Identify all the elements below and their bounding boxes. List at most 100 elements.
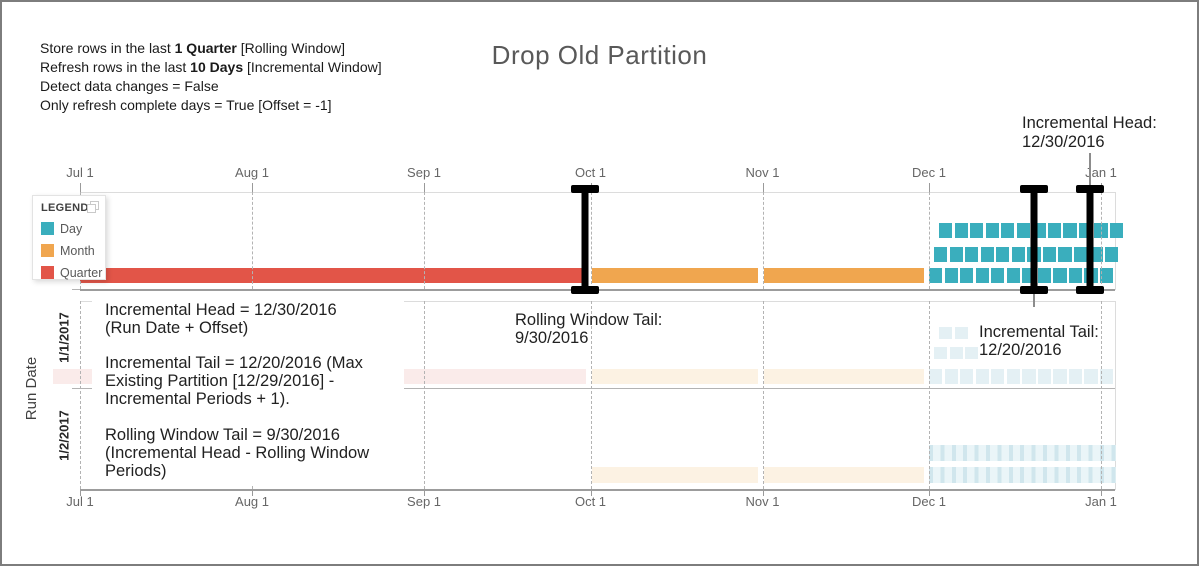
x-tickmark-bottom bbox=[252, 489, 254, 496]
config-line: Refresh rows in the last 10 Days [Increm… bbox=[40, 59, 382, 75]
faded-day-partition-cell bbox=[928, 369, 943, 384]
annotation-line: Incremental Tail: bbox=[979, 323, 1099, 341]
day-partition-cell bbox=[1001, 223, 1015, 238]
x-tick-label-top: Nov 1 bbox=[745, 165, 780, 180]
x-tick-label-top: Dec 1 bbox=[911, 165, 946, 180]
faded-month-bar bbox=[763, 369, 924, 384]
x-tickmark-bottom bbox=[80, 489, 81, 496]
rolling-window-tail-callout: Rolling Window Tail: 9/30/2016 bbox=[515, 311, 662, 347]
x-tickmark-top bbox=[928, 183, 930, 192]
x-tickmark-top bbox=[762, 183, 764, 192]
x-tickmark-top bbox=[424, 183, 426, 192]
x-tick-label-bottom: Jan 1 bbox=[1085, 494, 1117, 509]
quarter-partition-bar bbox=[80, 268, 586, 283]
incremental-head-label-line1: Incremental Head: bbox=[1022, 114, 1157, 132]
day-swatch bbox=[41, 222, 54, 235]
x-tick-label-bottom: Aug 1 bbox=[235, 494, 270, 509]
x-tick-label-bottom: Nov 1 bbox=[745, 494, 780, 509]
config-line: Store rows in the last 1 Quarter [Rollin… bbox=[40, 40, 346, 56]
annotation-line: Incremental Periods + 1). bbox=[105, 390, 290, 408]
legend-item-label: Quarter bbox=[60, 266, 103, 280]
legend: LEGEND Day Month Quarter bbox=[32, 195, 106, 280]
boundary-marker-incremental-head bbox=[1074, 185, 1106, 294]
day-partition-cell bbox=[938, 223, 953, 238]
faded-day-partition-cell bbox=[1053, 369, 1067, 384]
x-tick-label-bottom: Sep 1 bbox=[407, 494, 442, 509]
faded-day-partition-cell bbox=[1022, 369, 1036, 384]
day-partition-cell bbox=[1068, 268, 1083, 283]
x-tickmark-bottom bbox=[590, 489, 592, 496]
faded-day-partition-cell bbox=[1006, 369, 1020, 384]
annotation-line: 12/20/2016 bbox=[979, 341, 1062, 359]
day-partition-cell bbox=[1006, 268, 1020, 283]
chart-title: Drop Old Partition bbox=[491, 40, 708, 70]
annotation-incremental-head: Incremental Head = 12/30/2016 (Run Date … bbox=[105, 301, 337, 337]
day-partition-cell bbox=[1037, 268, 1052, 283]
run-date-category-1: 1/1/2017 bbox=[56, 312, 72, 363]
x-tick-label-bottom: Oct 1 bbox=[574, 494, 607, 509]
day-partition-cell bbox=[1100, 268, 1114, 283]
y-tick bbox=[72, 289, 80, 290]
gridline-lower bbox=[424, 301, 426, 489]
faded-day-strip-row bbox=[928, 467, 1116, 483]
x-tickmark-top bbox=[252, 183, 254, 192]
faded-day-partition-cell bbox=[1037, 369, 1052, 384]
legend-item-label: Day bbox=[60, 222, 83, 236]
run-date-category-2: 1/2/2017 bbox=[56, 410, 72, 461]
gridline-upper bbox=[252, 192, 254, 289]
lower-x-axis-line bbox=[80, 489, 1115, 491]
x-tick-label-top: Oct 1 bbox=[574, 165, 607, 180]
x-tick-label-top: Aug 1 bbox=[235, 165, 270, 180]
gridline-lower bbox=[928, 301, 930, 489]
month-partition-bar bbox=[591, 268, 758, 283]
config-block: Store rows in the last 1 Quarter [Rollin… bbox=[40, 39, 382, 115]
month-swatch bbox=[41, 244, 54, 257]
legend-item-label: Month bbox=[60, 244, 95, 258]
x-tickmark-bottom bbox=[1101, 489, 1102, 496]
x-tickmark-top bbox=[80, 183, 81, 192]
annotation-line: (Incremental Head - Rolling Window bbox=[105, 444, 370, 462]
faded-month-bar bbox=[763, 467, 924, 483]
day-partition-cell bbox=[944, 268, 958, 283]
faded-day-partition-cell bbox=[933, 347, 948, 359]
legend-title: LEGEND bbox=[41, 202, 89, 214]
day-partition-cell bbox=[1053, 268, 1067, 283]
day-partition-cell bbox=[985, 223, 999, 238]
faded-day-strip-row bbox=[928, 445, 1116, 461]
day-partition-cell bbox=[1042, 247, 1057, 262]
gridline-lower bbox=[762, 301, 764, 489]
annotation-line: Incremental Head = 12/30/2016 bbox=[105, 301, 337, 319]
day-partition-cell bbox=[970, 223, 984, 238]
day-partition-cell bbox=[991, 268, 1005, 283]
x-tick-label-top: Jul 1 bbox=[66, 165, 94, 180]
marker-connector-line bbox=[1088, 153, 1091, 186]
marker-connector-line bbox=[1033, 294, 1036, 307]
gridline-upper bbox=[762, 192, 764, 289]
day-partition-cell bbox=[933, 247, 948, 262]
day-partition-cell bbox=[928, 268, 943, 283]
annotation-line: Incremental Tail = 12/20/2016 (Max bbox=[105, 354, 363, 372]
incremental-head-label: Incremental Head: 12/30/2016 bbox=[1022, 114, 1157, 152]
copy-icon[interactable] bbox=[87, 201, 99, 213]
gridline-lower bbox=[590, 301, 592, 489]
gridline-upper bbox=[424, 192, 426, 289]
annotation-line: 9/30/2016 bbox=[515, 329, 589, 347]
annotation-line: Existing Partition [12/29/2016] - bbox=[105, 372, 335, 390]
faded-day-partition-cell bbox=[965, 347, 979, 359]
y-tick bbox=[72, 388, 80, 389]
day-partition-cell bbox=[1063, 223, 1077, 238]
day-partition-cell bbox=[954, 223, 968, 238]
x-tickmark-bottom bbox=[928, 489, 930, 496]
faded-day-partition-cell bbox=[1084, 369, 1098, 384]
day-partition-cell bbox=[1016, 223, 1030, 238]
x-tick-label-top: Jan 1 bbox=[1085, 165, 1117, 180]
faded-month-bar bbox=[591, 369, 758, 384]
gridline-lower bbox=[1101, 301, 1102, 489]
annotation-incremental-tail: Incremental Tail = 12/20/2016 (Max Exist… bbox=[105, 354, 363, 408]
x-tick-label-top: Sep 1 bbox=[407, 165, 442, 180]
day-partition-cell bbox=[1047, 223, 1062, 238]
faded-month-bar bbox=[591, 467, 758, 483]
faded-day-partition-cell bbox=[949, 347, 963, 359]
annotation-background bbox=[92, 295, 404, 485]
